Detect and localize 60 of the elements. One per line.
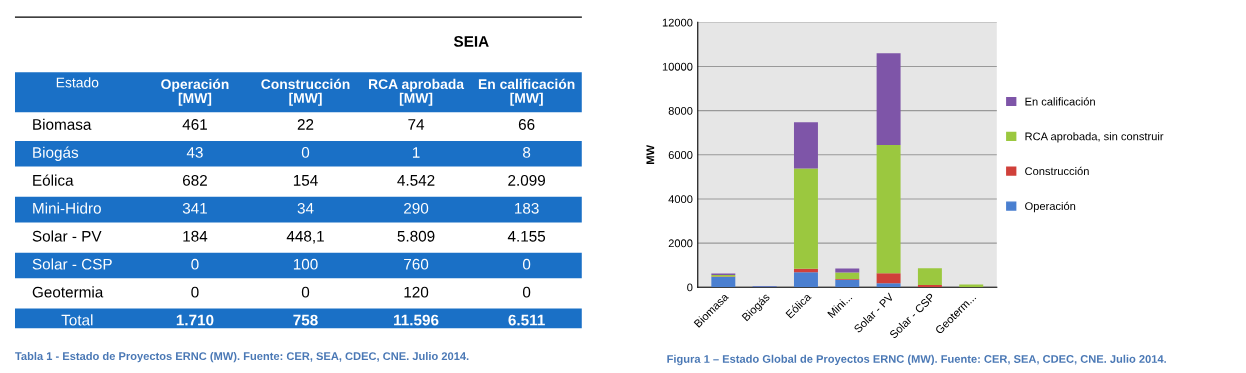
y-tick-label: 8000	[668, 106, 693, 115]
category-label: Biogás	[33, 146, 79, 161]
data-label: 0	[191, 258, 199, 270]
data-label: 760	[404, 258, 429, 270]
category-label: Solar - PV	[32, 230, 102, 242]
data-label: 682	[182, 174, 207, 186]
data-label: 183	[515, 202, 539, 214]
data-label: 1.710	[176, 314, 214, 326]
category-label: Mini-Hidro	[33, 202, 101, 214]
data-label: 6.511	[508, 314, 545, 326]
data-label: 120	[404, 286, 429, 298]
data-label: 0	[522, 258, 531, 270]
category-label: Biomasa	[33, 118, 92, 130]
legend-label: RCA aprobada, sin construir	[1025, 132, 1164, 143]
data-label: 341	[182, 202, 207, 214]
data-label: 22	[297, 119, 314, 130]
legend-label: Construcción	[1025, 166, 1089, 176]
data-label: 0	[301, 147, 310, 158]
data-label: 184	[183, 230, 208, 242]
data-label: 0	[522, 286, 531, 298]
data-label: 5.809	[397, 230, 435, 242]
category-label: Total	[61, 314, 93, 326]
data-label: 2.099	[508, 174, 545, 186]
text: Figura 1 – Estado Global de Proyectos ERNC (MW). Fuente: CER, SEA, CDEC, CNE. Julio 2014.	[667, 354, 1166, 366]
legend-label: En calificación	[1025, 97, 1095, 106]
category-label: Solar - CSP	[32, 258, 112, 270]
text: SEIA	[453, 36, 489, 47]
y-tick-label: 0	[687, 283, 693, 292]
data-label: 154	[293, 175, 318, 186]
data-label: 8	[523, 147, 531, 158]
data-label: 74	[408, 119, 425, 130]
text: Estado	[56, 77, 99, 88]
data-label: 290	[404, 202, 429, 214]
y-axis-title: MW	[646, 144, 655, 164]
y-tick-label: 12000	[662, 18, 693, 27]
data-label: 43	[186, 147, 203, 158]
category-label: Geotermia	[32, 286, 104, 298]
text: RCA aprobada [MW]	[369, 78, 465, 106]
data-label: 758	[293, 314, 318, 326]
data-label: 34	[297, 202, 314, 214]
data-label: 461	[182, 119, 207, 130]
data-label: 1	[412, 147, 420, 158]
category-label: Eólica	[33, 174, 74, 186]
data-label: 11.596	[394, 314, 439, 326]
legend-label: Operación	[1025, 201, 1076, 213]
data-label: 4.155	[507, 231, 546, 242]
text: Tabla 1 - Estado de Proyectos ERNC (MW). Fuente: CER, SEA, CDEC, CNE. Julio 2014.	[15, 351, 469, 363]
data-label: 0	[301, 286, 310, 298]
text: Construcción [MW]	[261, 78, 350, 106]
data-label: 4.542	[397, 174, 435, 186]
data-label: 100	[293, 258, 318, 270]
y-tick-label: 2000	[668, 239, 693, 248]
y-tick-label: 4000	[668, 195, 693, 204]
data-label: 448,1	[286, 230, 324, 244]
data-label: 66	[518, 119, 535, 130]
y-tick-label: 6000	[668, 151, 693, 159]
text: En calificación [MW]	[478, 78, 575, 106]
data-label: 0	[191, 286, 199, 298]
text: Operación [MW]	[161, 78, 229, 106]
y-tick-label: 10000	[662, 62, 693, 71]
